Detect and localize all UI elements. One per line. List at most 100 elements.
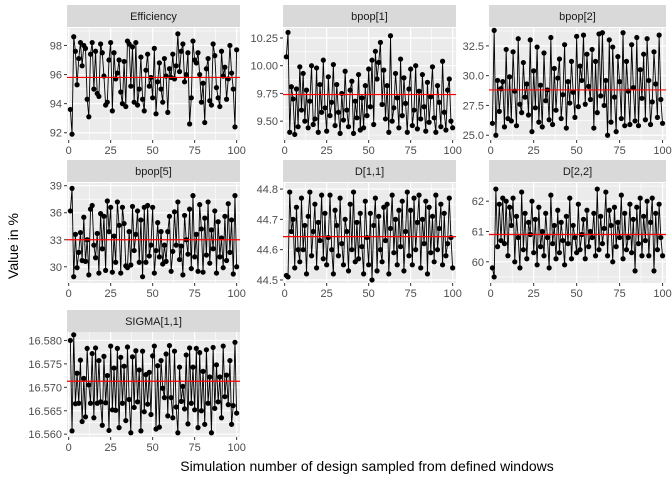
data-point xyxy=(406,253,412,259)
y-tick-label: 60 xyxy=(472,257,484,269)
data-point xyxy=(532,216,539,222)
data-point xyxy=(606,207,612,213)
data-point xyxy=(646,253,652,259)
data-point xyxy=(416,88,422,94)
data-point xyxy=(225,402,231,408)
data-point xyxy=(99,50,105,56)
x-tick-label: 25 xyxy=(105,145,117,157)
data-point xyxy=(515,234,521,241)
data-point xyxy=(210,344,216,351)
data-point xyxy=(556,250,563,256)
data-point xyxy=(197,71,203,78)
data-point xyxy=(642,117,648,123)
data-point xyxy=(572,234,578,241)
data-point xyxy=(446,195,452,201)
data-point xyxy=(126,396,132,403)
data-point xyxy=(401,75,407,81)
data-point xyxy=(138,54,144,60)
data-point xyxy=(176,256,183,263)
data-point xyxy=(178,398,184,404)
data-point xyxy=(414,126,420,132)
data-point xyxy=(290,216,296,222)
data-point xyxy=(171,209,178,215)
facet-title: D[1,1] xyxy=(355,166,384,178)
data-point xyxy=(606,37,612,43)
data-point xyxy=(230,86,236,92)
data-point xyxy=(443,253,449,259)
data-point xyxy=(113,259,119,265)
data-point xyxy=(544,234,551,241)
data-point xyxy=(329,247,335,253)
data-point xyxy=(305,213,311,219)
x-tick-label: 75 xyxy=(405,288,417,300)
data-point xyxy=(613,129,619,135)
data-point xyxy=(156,424,162,430)
data-point xyxy=(419,71,426,78)
data-point xyxy=(82,258,89,264)
y-tick-label: 25.0 xyxy=(463,130,484,142)
data-point xyxy=(212,53,218,59)
data-point xyxy=(173,63,179,69)
data-point xyxy=(121,363,127,369)
data-point xyxy=(99,422,105,428)
data-point xyxy=(170,415,176,421)
data-point xyxy=(601,225,607,232)
data-point xyxy=(632,268,638,274)
data-point xyxy=(445,87,451,93)
data-point xyxy=(283,54,289,60)
data-point xyxy=(436,225,442,232)
data-point xyxy=(418,116,424,122)
data-point xyxy=(644,36,650,42)
data-point xyxy=(377,39,384,46)
x-tick-label: 100 xyxy=(227,145,245,157)
data-point xyxy=(342,68,348,74)
data-point xyxy=(374,76,380,82)
x-tick-label: 75 xyxy=(189,288,201,300)
data-point xyxy=(300,247,306,253)
data-point xyxy=(332,122,338,129)
data-point xyxy=(439,262,446,268)
data-point xyxy=(384,83,390,89)
data-point xyxy=(349,78,355,84)
data-point xyxy=(491,274,497,280)
data-point xyxy=(91,86,97,92)
data-point xyxy=(220,343,226,349)
data-point xyxy=(512,259,518,265)
data-point xyxy=(312,116,318,122)
data-point xyxy=(150,204,156,210)
data-point xyxy=(215,399,221,405)
data-point xyxy=(223,257,230,264)
data-point xyxy=(324,262,330,268)
data-point xyxy=(319,192,325,198)
data-point xyxy=(313,65,320,71)
data-point xyxy=(594,110,600,116)
data-point xyxy=(603,77,609,84)
data-point xyxy=(548,192,554,198)
data-point xyxy=(629,250,635,256)
data-point xyxy=(292,265,298,271)
data-point xyxy=(313,265,320,271)
data-point xyxy=(87,51,94,57)
data-point xyxy=(357,210,363,216)
y-tick-label: 30 xyxy=(50,262,62,274)
data-point xyxy=(520,59,526,66)
data-point xyxy=(141,108,147,114)
y-tick-label: 44.5 xyxy=(257,275,278,287)
data-point xyxy=(615,54,621,60)
data-point xyxy=(629,42,635,48)
data-point xyxy=(218,415,225,421)
data-point xyxy=(165,413,171,419)
data-point xyxy=(599,241,606,247)
data-point xyxy=(96,93,102,99)
data-point xyxy=(215,95,221,101)
facet-title: D[2,2] xyxy=(563,166,592,178)
data-point xyxy=(190,38,196,44)
data-point xyxy=(297,64,303,70)
data-point xyxy=(493,186,499,192)
data-point xyxy=(72,48,78,54)
data-point xyxy=(295,247,301,253)
y-tick-label: 30.0 xyxy=(463,71,484,83)
facet-panel: SIGMA[1,1] 0 25 50 75 100 16.560 16.565 16.570 16… xyxy=(28,310,246,454)
data-point xyxy=(419,216,426,222)
data-point xyxy=(519,110,525,116)
